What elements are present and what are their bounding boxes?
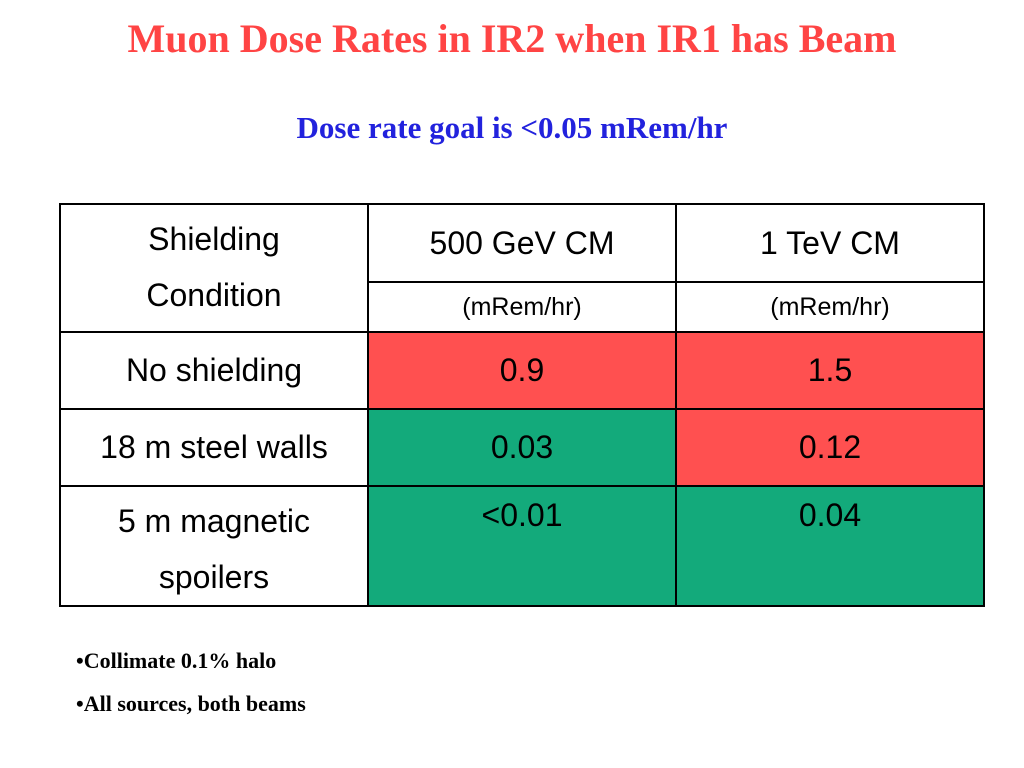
table-row: No shielding 0.9 1.5 bbox=[59, 331, 985, 410]
header-condition-line1: Shielding bbox=[148, 221, 280, 257]
unit-1tev: (mRem/hr) bbox=[675, 281, 985, 333]
header-condition-line2: Condition bbox=[146, 277, 282, 313]
value-cell: <0.01 bbox=[367, 485, 677, 607]
condition-line2: spoilers bbox=[158, 559, 270, 595]
table-row: 18 m steel walls 0.03 0.12 bbox=[59, 408, 985, 487]
value-cell: 0.12 bbox=[675, 408, 985, 487]
table-row: 5 m magnetic spoilers <0.01 0.04 bbox=[59, 485, 985, 607]
unit-500gev: (mRem/hr) bbox=[367, 281, 677, 333]
slide-subtitle: Dose rate goal is <0.05 mRem/hr bbox=[296, 110, 728, 145]
value-cell: 1.5 bbox=[675, 331, 985, 410]
value-cell: 0.9 bbox=[367, 331, 677, 410]
condition-cell: No shielding bbox=[59, 331, 369, 410]
bullet-list: •Collimate 0.1% halo •All sources, both … bbox=[76, 645, 306, 731]
table-header-row: Shielding Condition 500 GeV CM 1 TeV CM bbox=[59, 203, 985, 333]
condition-cell: 5 m magnetic spoilers bbox=[59, 485, 369, 607]
header-500gev: 500 GeV CM bbox=[367, 203, 677, 283]
dose-rate-table: Shielding Condition 500 GeV CM 1 TeV CM … bbox=[59, 203, 985, 607]
header-1tev: 1 TeV CM bbox=[675, 203, 985, 283]
table-unit-row: (mRem/hr) (mRem/hr) bbox=[60, 281, 985, 333]
bullet-item: •Collimate 0.1% halo bbox=[76, 648, 277, 673]
bullet-item: •All sources, both beams bbox=[76, 691, 306, 716]
header-shielding-condition: Shielding Condition bbox=[59, 203, 369, 333]
condition-line1: 5 m magnetic bbox=[117, 503, 311, 539]
value-cell: 0.03 bbox=[367, 408, 677, 487]
value-cell: 0.04 bbox=[675, 485, 985, 607]
condition-cell: 18 m steel walls bbox=[59, 408, 369, 487]
slide-title: Muon Dose Rates in IR2 when IR1 has Beam bbox=[127, 16, 897, 61]
